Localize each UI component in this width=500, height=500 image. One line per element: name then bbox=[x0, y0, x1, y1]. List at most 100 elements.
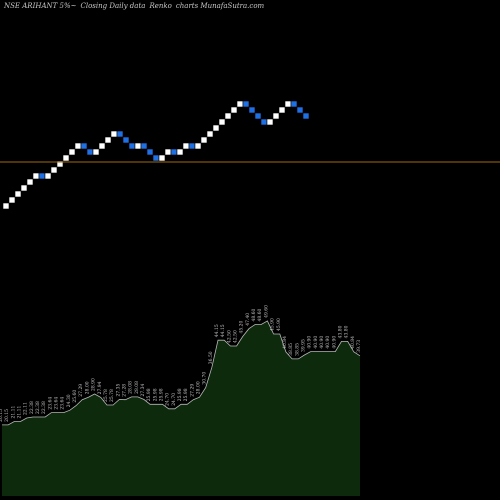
chart-kind-label: Renko bbox=[149, 2, 172, 10]
price-label: 36.50 bbox=[208, 351, 214, 364]
price-label: 43.80 bbox=[344, 325, 350, 338]
down-brick bbox=[302, 112, 310, 120]
price-label: 28.90 bbox=[91, 378, 97, 391]
price-label: 42.50 bbox=[233, 330, 239, 343]
price-label: 25.98 bbox=[146, 388, 152, 401]
price-label: 27.29 bbox=[189, 384, 195, 397]
price-label: 27.29 bbox=[78, 384, 84, 397]
price-label: 28.00 bbox=[196, 381, 202, 394]
price-label: 40.90 bbox=[319, 336, 325, 349]
up-brick bbox=[104, 136, 112, 144]
price-label: 39.95 bbox=[300, 339, 306, 352]
up-brick bbox=[176, 148, 184, 156]
up-brick bbox=[224, 112, 232, 120]
price-label: 30.70 bbox=[202, 372, 208, 385]
price-label: 27.35 bbox=[115, 383, 121, 396]
price-label: 45.20 bbox=[239, 320, 245, 333]
up-brick bbox=[68, 148, 76, 156]
up-brick bbox=[236, 100, 244, 108]
price-label: 49.60 bbox=[263, 305, 269, 318]
price-label: 44.15 bbox=[214, 324, 220, 337]
down-brick bbox=[248, 106, 256, 114]
price-label: 23.64 bbox=[60, 397, 66, 410]
down-brick bbox=[116, 130, 124, 138]
up-brick bbox=[110, 130, 118, 138]
price-label: 25.98 bbox=[177, 388, 183, 401]
up-brick bbox=[278, 106, 286, 114]
price-label: 40.90 bbox=[313, 336, 319, 349]
up-brick bbox=[200, 136, 208, 144]
price-label: 24.30 bbox=[66, 394, 72, 407]
up-brick bbox=[218, 118, 226, 126]
down-brick bbox=[242, 100, 250, 108]
up-brick bbox=[194, 142, 202, 150]
renko-bricks bbox=[2, 100, 310, 210]
down-brick bbox=[140, 142, 148, 150]
up-brick bbox=[50, 166, 58, 174]
down-brick bbox=[254, 112, 262, 120]
price-label: 28.00 bbox=[84, 381, 90, 394]
price-label: 24.70 bbox=[165, 393, 171, 406]
price-label: 20.15 bbox=[4, 409, 10, 422]
price-label: 22.11 bbox=[23, 402, 29, 415]
up-brick bbox=[2, 202, 10, 210]
down-brick bbox=[296, 106, 304, 114]
down-brick bbox=[170, 148, 178, 156]
price-area-chart bbox=[2, 320, 361, 496]
up-brick bbox=[92, 148, 100, 156]
up-brick bbox=[32, 172, 40, 180]
up-brick bbox=[8, 196, 16, 204]
price-label: 43.80 bbox=[338, 325, 344, 338]
price-label: 25.98 bbox=[183, 388, 189, 401]
price-label: 25.98 bbox=[152, 388, 158, 401]
up-brick bbox=[98, 142, 106, 150]
price-label: 47.40 bbox=[245, 313, 251, 326]
price-label: 27.28 bbox=[121, 384, 127, 397]
up-brick bbox=[74, 142, 82, 150]
price-label: 21.11 bbox=[17, 405, 23, 418]
price-label: 45.90 bbox=[270, 318, 276, 331]
price-label: 38.85 bbox=[288, 343, 294, 356]
up-brick bbox=[182, 142, 190, 150]
price-label: 40.84 bbox=[282, 336, 288, 349]
chart-symbol: NSE ARIHANT 5%~ bbox=[4, 2, 77, 10]
down-brick bbox=[38, 172, 46, 180]
price-label: 25.78 bbox=[103, 389, 109, 402]
price-label: 40.90 bbox=[307, 336, 313, 349]
up-brick bbox=[14, 190, 22, 198]
price-label: 23.64 bbox=[54, 397, 60, 410]
price-label: 28.08 bbox=[134, 381, 140, 394]
price-label: 40.90 bbox=[331, 336, 337, 349]
price-label: 24.70 bbox=[171, 393, 177, 406]
price-label: 22.38 bbox=[41, 401, 47, 414]
price-label: 45.90 bbox=[276, 318, 282, 331]
down-brick bbox=[146, 148, 154, 156]
up-brick bbox=[26, 178, 34, 186]
chart-period-label: Closing Daily data bbox=[80, 2, 146, 10]
price-labels: 20.15 20.15 21.11 21.11 22.11 22.38 22.38 22.38… bbox=[0, 305, 362, 422]
down-brick bbox=[188, 142, 196, 150]
price-label: 25.78 bbox=[109, 389, 115, 402]
up-brick bbox=[44, 172, 52, 180]
price-label: 25.60 bbox=[72, 390, 78, 403]
up-brick bbox=[20, 184, 28, 192]
up-brick bbox=[164, 148, 172, 156]
price-label: 39.73 bbox=[356, 340, 362, 353]
down-brick bbox=[260, 118, 268, 126]
price-label: 27.34 bbox=[140, 383, 146, 396]
price-label: 48.60 bbox=[251, 308, 257, 321]
down-brick bbox=[86, 148, 94, 156]
price-label: 48.60 bbox=[257, 308, 263, 321]
price-label: 27.94 bbox=[97, 381, 103, 394]
chart-site-label: charts MunafaSutra.com bbox=[175, 2, 265, 10]
price-label: 21.11 bbox=[10, 405, 16, 418]
up-brick bbox=[206, 130, 214, 138]
price-label: 22.38 bbox=[35, 401, 41, 414]
up-brick bbox=[212, 124, 220, 132]
price-label: 22.38 bbox=[29, 401, 35, 414]
down-brick bbox=[128, 142, 136, 150]
price-label: 38.85 bbox=[294, 343, 300, 356]
down-brick bbox=[152, 154, 160, 162]
up-brick bbox=[62, 154, 70, 162]
